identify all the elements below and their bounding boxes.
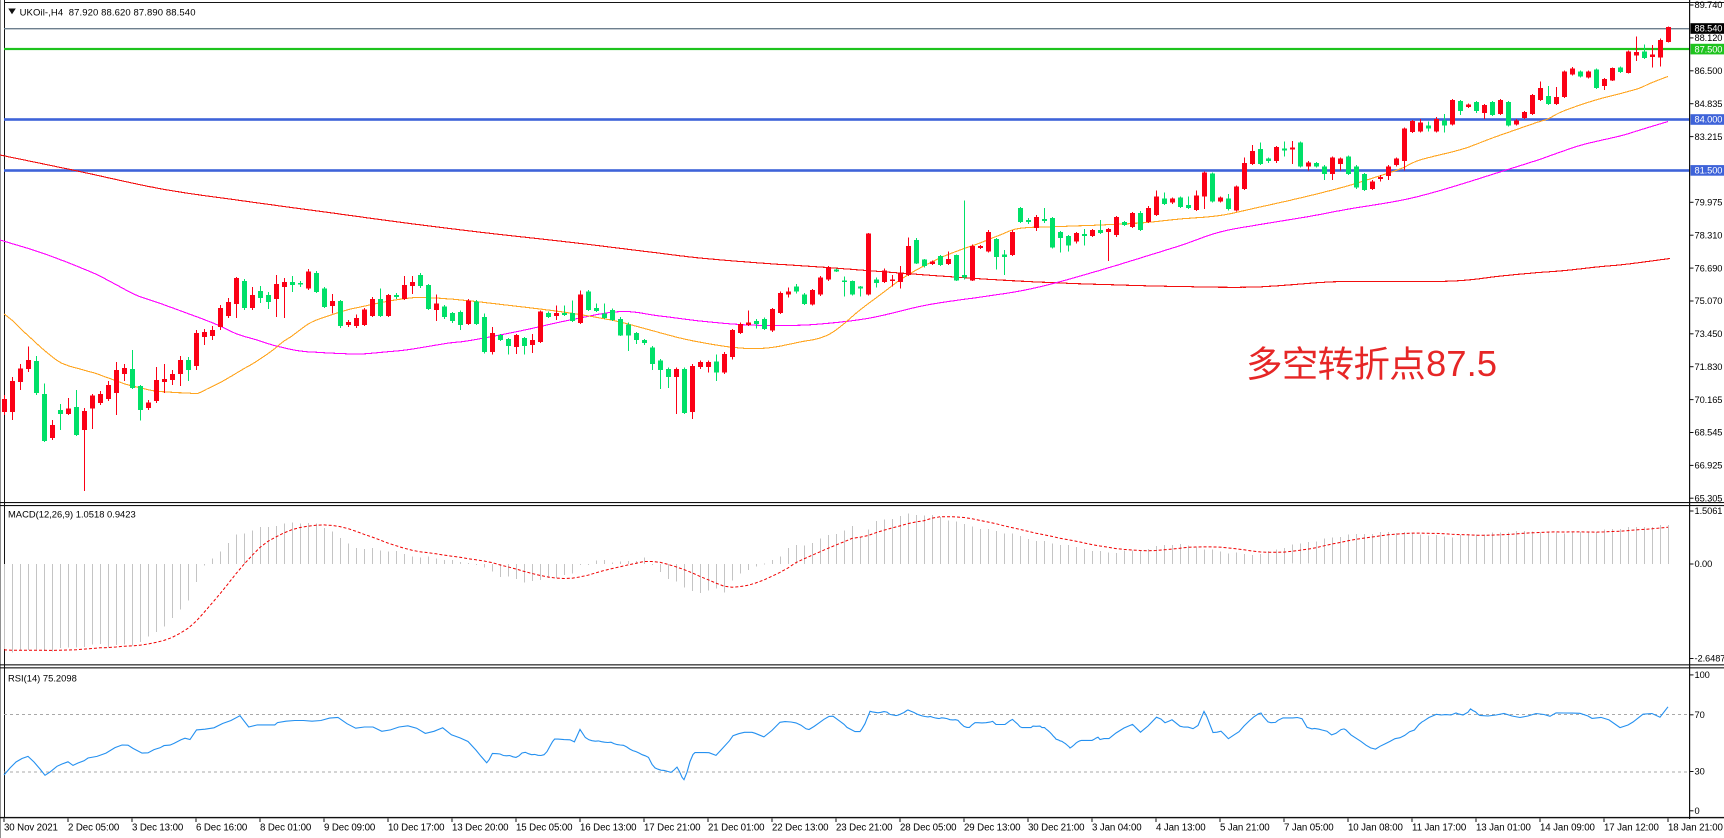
svg-text:78.310: 78.310 xyxy=(1695,230,1723,240)
svg-text:17 Jan 12:00: 17 Jan 12:00 xyxy=(1604,823,1660,834)
svg-text:73.450: 73.450 xyxy=(1695,329,1723,339)
svg-text:9 Dec 09:00: 9 Dec 09:00 xyxy=(324,823,376,834)
svg-text:23 Dec 21:00: 23 Dec 21:00 xyxy=(836,823,893,834)
svg-text:15 Dec 05:00: 15 Dec 05:00 xyxy=(516,823,573,834)
svg-text:66.925: 66.925 xyxy=(1695,461,1723,471)
svg-text:81.500: 81.500 xyxy=(1695,166,1723,176)
svg-text:87.500: 87.500 xyxy=(1695,44,1723,54)
svg-text:100: 100 xyxy=(1695,670,1710,680)
svg-text:65.305: 65.305 xyxy=(1695,493,1723,503)
svg-text:0.00: 0.00 xyxy=(1695,559,1713,569)
svg-text:89.740: 89.740 xyxy=(1695,0,1723,10)
svg-text:76.690: 76.690 xyxy=(1695,263,1723,273)
svg-text:7 Jan 05:00: 7 Jan 05:00 xyxy=(1284,823,1334,834)
svg-text:30: 30 xyxy=(1695,767,1705,777)
svg-text:70: 70 xyxy=(1695,710,1705,720)
svg-text:28 Dec 05:00: 28 Dec 05:00 xyxy=(900,823,957,834)
svg-text:0: 0 xyxy=(1695,806,1700,816)
svg-text:88.540: 88.540 xyxy=(1695,24,1723,34)
svg-text:8 Dec 01:00: 8 Dec 01:00 xyxy=(260,823,312,834)
svg-text:10 Dec 17:00: 10 Dec 17:00 xyxy=(388,823,445,834)
svg-text:RSI(14) 75.2098: RSI(14) 75.2098 xyxy=(8,673,77,684)
svg-text:70.165: 70.165 xyxy=(1695,395,1723,405)
svg-text:UKOil-,H4 87.920 88.620 87.89: UKOil-,H4 87.920 88.620 87.890 88.540 xyxy=(20,7,196,18)
svg-text:22 Dec 13:00: 22 Dec 13:00 xyxy=(772,823,829,834)
svg-text:84.835: 84.835 xyxy=(1695,99,1723,109)
svg-text:21 Dec 01:00: 21 Dec 01:00 xyxy=(708,823,765,834)
svg-text:11 Jan 17:00: 11 Jan 17:00 xyxy=(1412,823,1467,834)
svg-text:86.500: 86.500 xyxy=(1695,66,1723,76)
svg-text:14 Jan 09:00: 14 Jan 09:00 xyxy=(1540,823,1596,834)
svg-text:4 Jan 13:00: 4 Jan 13:00 xyxy=(1156,823,1206,834)
svg-text:16 Dec 13:00: 16 Dec 13:00 xyxy=(580,823,637,834)
svg-text:3 Dec 13:00: 3 Dec 13:00 xyxy=(132,823,184,834)
svg-text:1.5061: 1.5061 xyxy=(1695,506,1723,516)
svg-text:MACD(12,26,9) 1.0518 0.9423: MACD(12,26,9) 1.0518 0.9423 xyxy=(8,509,136,520)
svg-text:83.215: 83.215 xyxy=(1695,132,1723,142)
svg-text:84.000: 84.000 xyxy=(1695,115,1723,125)
svg-text:29 Dec 13:00: 29 Dec 13:00 xyxy=(964,823,1021,834)
svg-text:71.830: 71.830 xyxy=(1695,362,1723,372)
svg-text:2 Dec 05:00: 2 Dec 05:00 xyxy=(68,823,120,834)
svg-text:68.545: 68.545 xyxy=(1695,428,1723,438)
svg-text:10 Jan 08:00: 10 Jan 08:00 xyxy=(1348,823,1404,834)
svg-text:75.070: 75.070 xyxy=(1695,296,1723,306)
svg-text:18 Jan 21:00: 18 Jan 21:00 xyxy=(1668,823,1724,834)
svg-text:5 Jan 21:00: 5 Jan 21:00 xyxy=(1220,823,1270,834)
svg-text:79.975: 79.975 xyxy=(1695,198,1723,208)
svg-text:13 Jan 01:00: 13 Jan 01:00 xyxy=(1476,823,1532,834)
svg-text:17 Dec 21:00: 17 Dec 21:00 xyxy=(644,823,701,834)
svg-text:6 Dec 16:00: 6 Dec 16:00 xyxy=(196,823,248,834)
svg-text:87.5: 87.5 xyxy=(1426,343,1497,384)
svg-text:30 Dec 21:00: 30 Dec 21:00 xyxy=(1028,823,1085,834)
svg-text:3 Jan 04:00: 3 Jan 04:00 xyxy=(1092,823,1142,834)
svg-text:13 Dec 20:00: 13 Dec 20:00 xyxy=(452,823,509,834)
svg-text:88.120: 88.120 xyxy=(1695,33,1723,43)
svg-text:30 Nov 2021: 30 Nov 2021 xyxy=(4,823,58,834)
svg-text:-2.6487: -2.6487 xyxy=(1695,654,1724,664)
